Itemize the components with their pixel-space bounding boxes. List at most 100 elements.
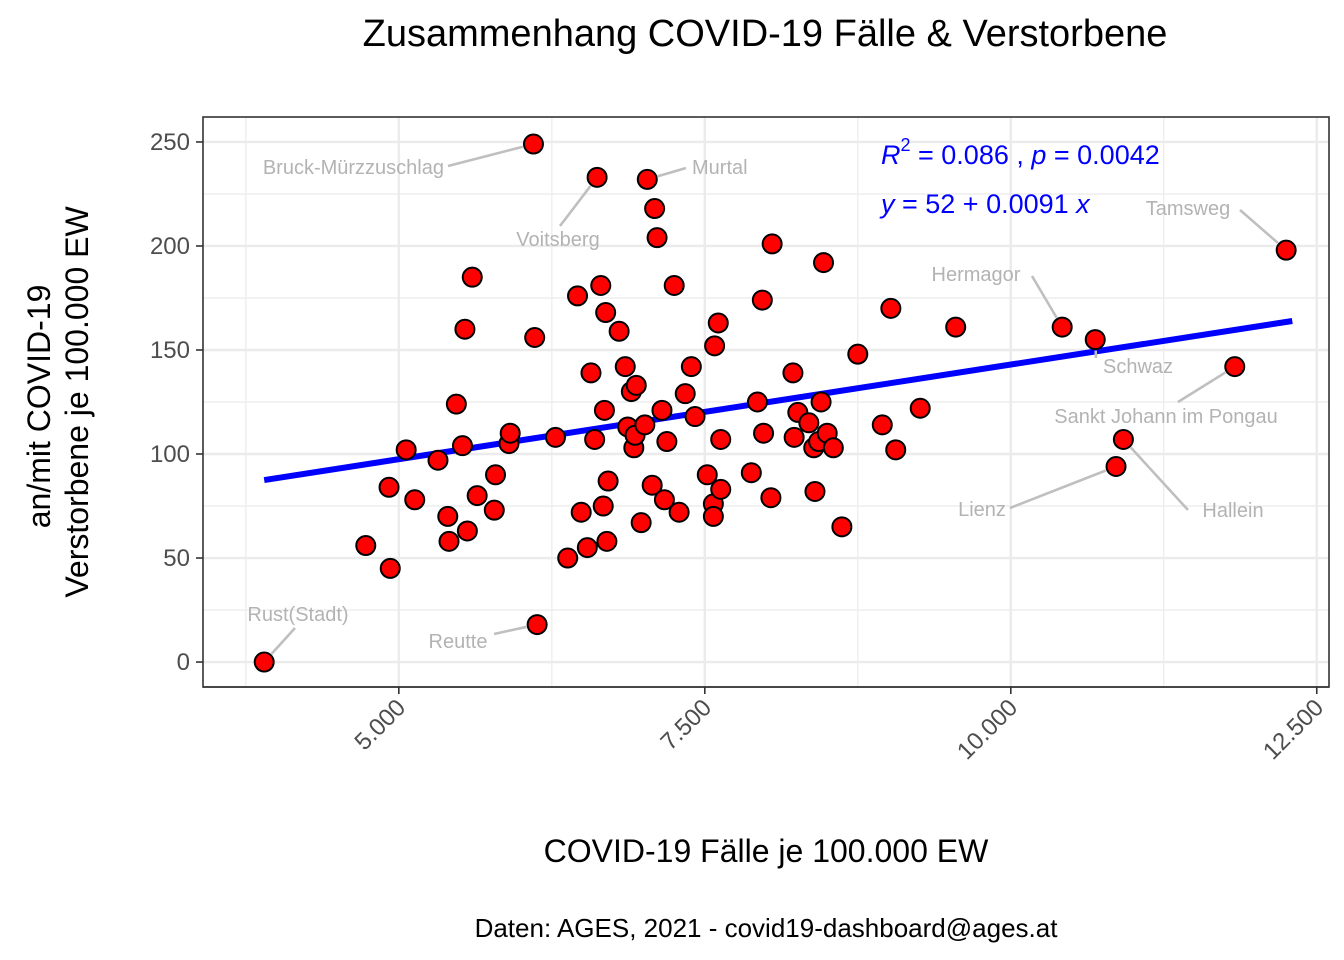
- point-label-reutte: Reutte: [429, 631, 488, 653]
- scatter-point: [456, 520, 478, 542]
- eq-coefficients: = 52 + 0.0091: [895, 189, 1077, 219]
- scatter-point: [379, 557, 401, 579]
- scatter-point: [584, 428, 606, 450]
- scatter-point: [445, 393, 467, 415]
- scatter-point: [810, 391, 832, 413]
- regression-statistics: R2 = 0.086 , p = 0.0042 y = 52 + 0.0091 …: [879, 135, 1160, 219]
- scatter-point: [680, 356, 702, 378]
- scatter-point: [644, 198, 666, 220]
- scatter-point: [576, 537, 598, 559]
- scatter-point: [483, 499, 505, 521]
- scatter-point: [653, 489, 675, 511]
- scatter-point-bruck-m-rzzuschlag: [522, 133, 544, 155]
- point-label-tamsweg: Tamsweg: [1146, 198, 1230, 220]
- chart-title: Zusammenhang COVID-19 Fälle & Verstorben…: [363, 13, 1168, 55]
- scatter-point-rust-stadt: [253, 651, 275, 673]
- scatter-point: [710, 428, 732, 450]
- x-tick-label: 12.500: [1258, 694, 1329, 765]
- scatter-point: [544, 426, 566, 448]
- r-symbol: R: [881, 140, 901, 170]
- y-tick-label: 50: [163, 545, 190, 572]
- scatter-point: [847, 343, 869, 365]
- scatter-point: [461, 266, 483, 288]
- leader-line-bruck-m-rzzuschlag: [447, 145, 524, 168]
- scatter-point: [608, 320, 630, 342]
- scatter-point: [746, 391, 768, 413]
- scatter-point: [783, 426, 805, 448]
- scatter-point: [663, 275, 685, 297]
- scatter-point: [466, 485, 488, 507]
- scatter-point: [646, 227, 668, 249]
- scatter-point: [761, 233, 783, 255]
- scatter-point: [641, 474, 663, 496]
- p-value: = 0.0042: [1046, 140, 1159, 170]
- scatter-point: [614, 356, 636, 378]
- scatter-point: [704, 335, 726, 357]
- p-symbol: p: [1030, 140, 1046, 170]
- data-points: [253, 133, 1297, 673]
- x-tick-label: 5.000: [350, 694, 412, 756]
- scatter-point: [885, 439, 907, 461]
- scatter-point-schwaz: [1084, 329, 1106, 351]
- y-axis: 0 50 100 150 200 250: [150, 129, 203, 676]
- scatter-point: [592, 495, 614, 517]
- scatter-point: [625, 374, 647, 396]
- scatter-point: [740, 462, 762, 484]
- scatter-point: [595, 302, 617, 324]
- leader-line-hermagor: [1030, 275, 1058, 319]
- scatter-point: [451, 435, 473, 457]
- eq-y-symbol: y: [879, 189, 896, 219]
- point-label-schwaz: Schwaz: [1103, 356, 1173, 378]
- scatter-point: [804, 480, 826, 502]
- scatter-point-lienz: [1105, 455, 1127, 477]
- leader-line-hallein: [1129, 446, 1189, 511]
- scatter-point: [880, 297, 902, 319]
- scatter-point: [524, 327, 546, 349]
- leader-line-murtal: [657, 166, 687, 178]
- scatter-point: [378, 476, 400, 498]
- scatter-point-murtal: [636, 168, 658, 190]
- x-axis-title: COVID-19 Fälle je 100.000 EW: [544, 833, 989, 869]
- y-axis-title-line-1: an/mit COVID-19: [21, 285, 57, 529]
- scatter-point: [596, 530, 618, 552]
- scatter-point: [485, 464, 507, 486]
- scatter-point: [590, 275, 612, 297]
- scatter-point-sankt-johann-im-pongau: [1224, 356, 1246, 378]
- r-superscript: 2: [901, 135, 911, 155]
- regression-equation: y = 52 + 0.0091 x: [879, 189, 1091, 219]
- r-squared-label: R2 = 0.086 , p = 0.0042: [881, 135, 1160, 170]
- scatter-point: [813, 252, 835, 274]
- scatter-point: [570, 501, 592, 523]
- scatter-point: [909, 397, 931, 419]
- scatter-point: [753, 422, 775, 444]
- scatter-point: [630, 512, 652, 534]
- scatter-point: [499, 422, 521, 444]
- leader-line-lienz: [1009, 469, 1107, 510]
- scatter-point-voitsberg: [586, 166, 608, 188]
- scatter-point: [656, 431, 678, 453]
- leader-line-sankt-johann-im-pongau: [1177, 371, 1227, 404]
- leader-line-rust-stadt: [270, 627, 296, 655]
- scatter-point: [674, 383, 696, 405]
- scatter-point: [668, 501, 690, 523]
- scatter-point: [427, 449, 449, 471]
- scatter-point: [454, 318, 476, 340]
- scatter-point: [696, 464, 718, 486]
- y-tick-label: 200: [150, 233, 190, 260]
- point-label-bruck-m-rzzuschlag: Bruck-Mürzzuschlag: [263, 157, 444, 179]
- point-label-hermagor: Hermagor: [932, 264, 1021, 286]
- scatter-point: [684, 406, 706, 428]
- plot-panel: Bruck-Mürzzuschlag Murtal Voitsberg Tamsweg…: [202, 116, 1330, 688]
- point-label-sankt-johann-im-pongau: Sankt Johann im Pongau: [1054, 406, 1278, 428]
- scatter-point: [593, 399, 615, 421]
- point-label-lienz: Lienz: [958, 499, 1006, 521]
- y-tick-label: 250: [150, 129, 190, 156]
- r-squared-value: = 0.086 ,: [911, 140, 1032, 170]
- x-axis: 5.000 7.500 10.000 12.500: [203, 686, 1329, 765]
- scatter-point: [634, 414, 656, 436]
- scatter-point: [707, 312, 729, 334]
- scatter-point: [437, 505, 459, 527]
- scatter-point-reutte: [526, 614, 548, 636]
- x-tick-label: 10.000: [952, 694, 1023, 765]
